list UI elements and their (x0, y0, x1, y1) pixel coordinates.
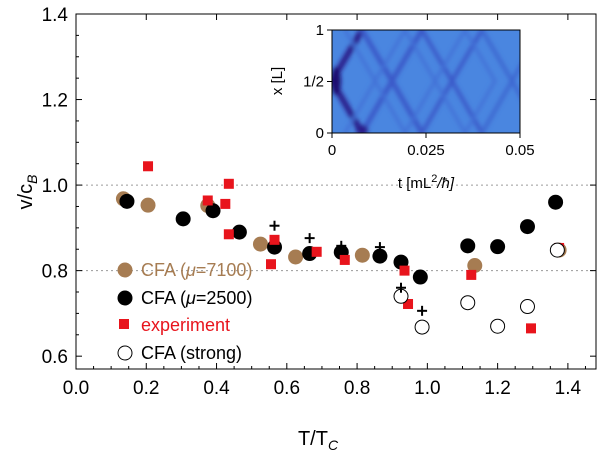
point (311, 246, 322, 257)
x-tick-label: 1.4 (555, 378, 582, 399)
point (519, 219, 535, 235)
point (519, 299, 535, 315)
point (266, 259, 276, 270)
point (403, 298, 414, 309)
point (412, 269, 428, 285)
x-tick-label: 0.6 (274, 378, 300, 399)
point (339, 254, 350, 265)
point (460, 295, 476, 311)
legend-marker-mu2500 (117, 290, 133, 306)
series-1 (119, 193, 564, 285)
legend-marker-mu7100 (117, 262, 133, 278)
point (414, 319, 430, 335)
inset-ticks: 0 0.025 0.05 0 1/2 1 (303, 22, 534, 159)
inset-y-tick-label: 1 (316, 22, 324, 39)
point (175, 211, 191, 227)
x-tick-label: 1.0 (414, 378, 440, 399)
x-axis-ticks: 0.0 0.2 0.4 0.6 0.8 1.0 1.2 1.4 (63, 14, 586, 399)
point (396, 282, 406, 293)
x-axis-title: T/TC (298, 428, 339, 453)
inset-y-tick-label: 1/2 (303, 74, 324, 91)
x-tick-label: 1.2 (484, 378, 510, 399)
point (548, 194, 564, 210)
point (143, 161, 154, 172)
point (304, 233, 315, 244)
inset-x-tick-label: 0 (328, 142, 336, 159)
y-tick-label: 1.0 (42, 176, 68, 197)
legend: CFA (μ=7100) CFA (μ=2500) experiment CFA… (117, 260, 252, 363)
inset-heatmap (332, 30, 520, 133)
y-tick-label: 0.8 (42, 262, 68, 283)
inset-x-tick-label: 0.05 (505, 142, 534, 159)
legend-label-mu7100: CFA (μ=7100) (141, 260, 252, 280)
point (269, 220, 280, 231)
point (417, 305, 428, 316)
point (490, 239, 506, 255)
point (490, 318, 506, 334)
point (223, 229, 234, 240)
x-tick-label: 0.2 (133, 378, 159, 399)
point (223, 178, 234, 189)
inset: 0 0.025 0.05 0 1/2 1 t [mL2/ħ] x [L] (269, 22, 535, 192)
inset-dark-spot-2 (356, 125, 368, 133)
inset-y-tick-label: 0 (316, 125, 324, 142)
y-tick-label: 1.4 (42, 5, 69, 26)
x-tick-label: 0.8 (344, 378, 370, 399)
inset-wave-2 (359, 30, 425, 133)
point (231, 224, 247, 240)
legend-marker-experiment (119, 319, 129, 329)
series-layer (115, 161, 567, 335)
inset-wave-5 (343, 30, 497, 133)
point (467, 257, 483, 273)
point (466, 269, 477, 280)
point (372, 248, 388, 264)
legend-marker-strong (117, 345, 133, 361)
point (354, 247, 370, 263)
legend-label-strong: CFA (strong) (141, 343, 242, 363)
y-axis-ticks: 0.6 0.8 1.0 1.2 1.4 (42, 5, 596, 368)
series-3 (393, 242, 565, 335)
x-tick-label: 0.0 (63, 378, 89, 399)
point (140, 197, 156, 213)
plot-frame (75, 13, 597, 370)
point (205, 203, 221, 219)
point (549, 242, 565, 258)
point (374, 242, 385, 253)
point (336, 240, 347, 251)
series-4 (269, 220, 428, 316)
inset-x-tick-label: 0.025 (407, 142, 445, 159)
gridlines (76, 184, 596, 272)
point (460, 238, 476, 254)
inset-wave-4 (480, 30, 520, 133)
point (526, 323, 536, 334)
legend-label-mu2500: CFA (μ=2500) (141, 288, 252, 308)
legend-label-experiment: experiment (141, 315, 230, 335)
y-axis-title: v/cB (15, 175, 40, 210)
y-tick-label: 1.2 (42, 91, 68, 112)
x-tick-label: 0.4 (203, 378, 230, 399)
point (252, 236, 268, 252)
point (288, 249, 304, 265)
y-tick-label: 0.6 (42, 347, 68, 368)
inset-wave-3 (420, 30, 484, 133)
point (399, 265, 410, 276)
point (119, 193, 135, 209)
point (202, 195, 213, 206)
inset-y-axis-title: x [L] (269, 67, 286, 95)
point (220, 198, 231, 209)
inset-dark-spot-1 (332, 67, 341, 95)
inset-x-axis-title: t [mL2/ħ] (398, 173, 455, 192)
point (269, 234, 280, 245)
